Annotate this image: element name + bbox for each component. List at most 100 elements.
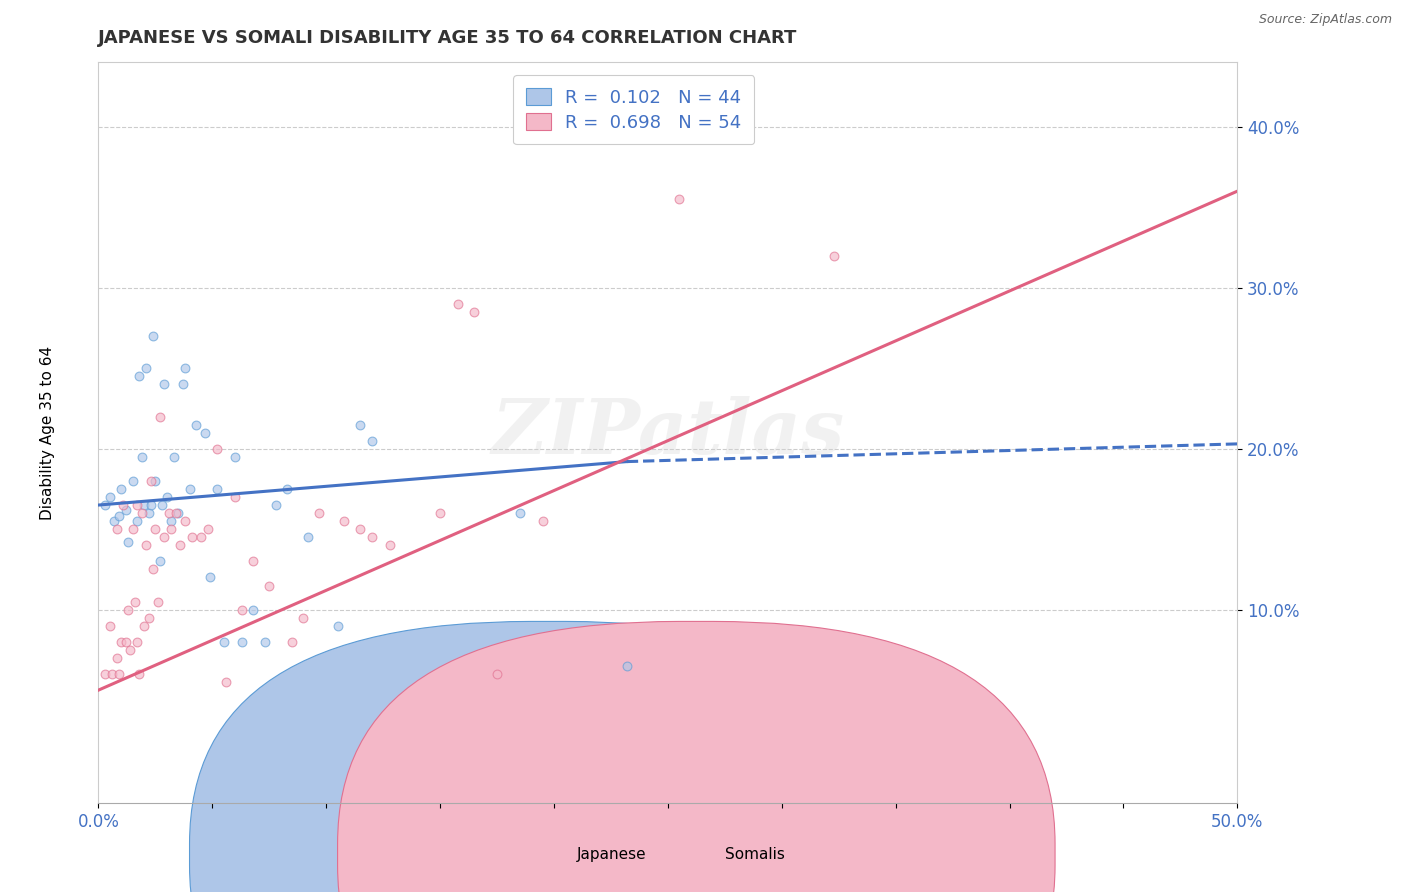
Point [531,514,554,528]
Point [120,643,142,657]
Point [103,514,125,528]
Point [139,498,162,512]
Point [135,361,157,376]
Point [117,602,139,616]
Point [292,610,315,624]
Point [167,506,190,520]
Point [242,602,264,616]
Point [142,329,165,343]
Point [333,514,356,528]
Point [110,635,132,649]
Point [172,377,194,392]
Point [486,667,509,681]
Text: Source: ZipAtlas.com: Source: ZipAtlas.com [1258,13,1392,27]
Point [231,635,253,649]
Point [165,506,187,520]
Point [264,498,287,512]
Point [297,530,319,544]
Point [132,619,155,633]
Point [668,192,690,206]
Point [149,554,172,568]
Point [145,522,167,536]
Point [150,498,173,512]
Point [108,667,131,681]
Point [114,503,136,517]
Point [360,530,382,544]
Point [142,562,165,576]
FancyBboxPatch shape [337,622,1054,892]
Point [110,482,132,496]
FancyBboxPatch shape [190,622,907,892]
Point [139,474,162,488]
Point [429,506,451,520]
Point [153,377,176,392]
Point [215,675,238,690]
Point [162,450,184,464]
Point [138,506,160,520]
Point [198,570,221,584]
Point [131,450,153,464]
Point [94,498,117,512]
Text: ZIPatlas: ZIPatlas [491,396,845,469]
Point [447,297,470,311]
Text: Japanese: Japanese [576,847,647,863]
Point [205,442,228,456]
Point [242,554,264,568]
Point [224,490,246,504]
Point [112,498,135,512]
Point [138,610,160,624]
Point [326,619,349,633]
Text: JAPANESE VS SOMALI DISABILITY AGE 35 TO 64 CORRELATION CHART: JAPANESE VS SOMALI DISABILITY AGE 35 TO … [98,29,797,47]
Point [180,530,202,544]
Point [253,635,276,649]
Text: Somalis: Somalis [725,847,785,863]
Point [259,578,281,592]
Point [98,619,121,633]
Point [194,425,217,440]
Point [174,361,197,376]
Point [127,514,149,528]
Point [281,635,304,649]
Point [105,651,128,665]
Point [276,482,298,496]
Point [149,409,172,424]
Point [98,490,121,504]
Point [128,369,150,384]
Legend: R =  0.102   N = 44, R =  0.698   N = 54: R = 0.102 N = 44, R = 0.698 N = 54 [513,75,754,145]
Point [114,635,136,649]
Point [101,667,124,681]
Point [132,498,155,512]
Point [212,635,235,649]
Point [186,417,208,432]
Point [308,506,330,520]
Point [823,249,845,263]
Point [131,506,153,520]
Point [179,482,201,496]
Point [127,498,149,512]
Point [160,514,183,528]
Point [360,434,382,448]
Point [105,522,128,536]
Point [121,474,143,488]
Point [121,522,143,536]
Point [197,522,219,536]
Point [190,530,212,544]
Point [124,594,146,608]
Point [349,522,371,536]
Point [157,506,180,520]
Point [231,602,253,616]
Point [117,535,139,549]
Point [160,522,183,536]
Point [349,417,371,432]
Point [378,538,401,552]
Point [128,667,150,681]
Point [146,594,169,608]
Point [127,635,149,649]
Point [108,509,131,524]
Point [224,450,246,464]
Point [156,490,179,504]
Text: Disability Age 35 to 64: Disability Age 35 to 64 [39,345,55,520]
Point [174,514,197,528]
Point [94,667,117,681]
Point [169,538,191,552]
